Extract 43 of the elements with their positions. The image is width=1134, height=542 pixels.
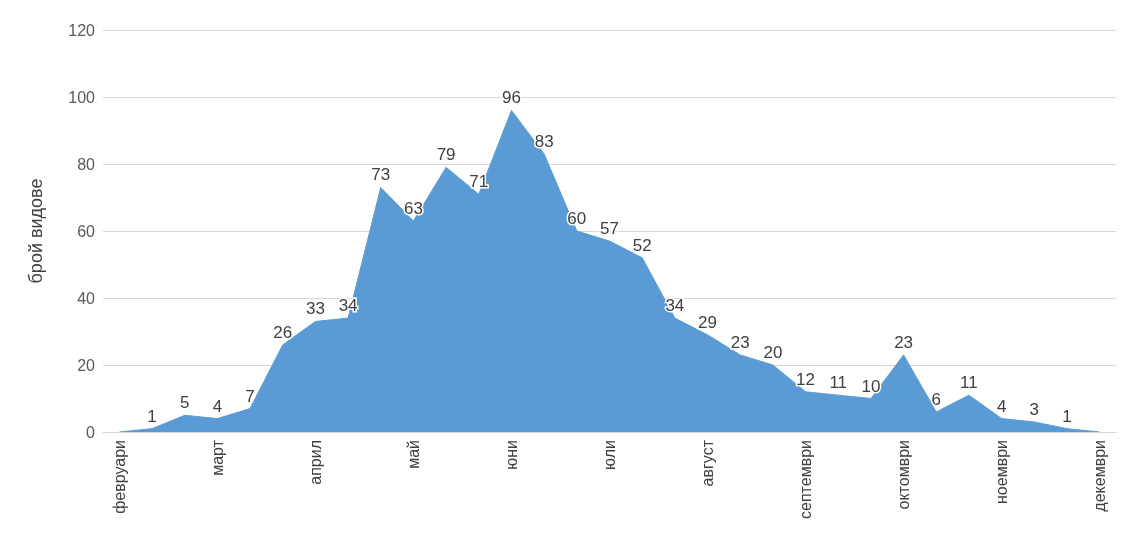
data-label: 29 <box>698 312 717 332</box>
y-axis-title: брой видове <box>26 178 46 284</box>
data-label: 4 <box>996 396 1007 416</box>
data-label: 23 <box>894 332 914 352</box>
x-tick-label: декември <box>1091 440 1109 512</box>
data-label: 33 <box>305 299 325 319</box>
data-label: 26 <box>273 322 293 342</box>
x-tick-label: септември <box>797 440 815 519</box>
data-label: 11 <box>829 373 848 393</box>
x-tick-label: октомври <box>895 440 913 510</box>
y-tick-label: 0 <box>86 423 96 441</box>
data-label: 83 <box>534 131 554 151</box>
x-tick-label: август <box>699 439 717 487</box>
x-tick-label: март <box>208 439 226 476</box>
x-tick-label: февруари <box>110 440 128 514</box>
x-tick-label: юли <box>601 440 618 470</box>
y-tick-label: 100 <box>68 88 96 106</box>
data-label: 10 <box>861 376 881 396</box>
x-tick-label: април <box>306 440 324 485</box>
data-label: 5 <box>179 393 190 413</box>
y-tick-label: 80 <box>77 155 96 173</box>
y-tick-label: 20 <box>77 356 96 374</box>
data-label: 1 <box>147 406 157 426</box>
y-tick-label: 40 <box>77 289 96 307</box>
data-label: 73 <box>371 165 391 185</box>
data-label: 23 <box>730 332 750 352</box>
data-label: 96 <box>502 88 521 108</box>
data-label: 3 <box>1029 399 1040 419</box>
data-label: 20 <box>763 343 783 362</box>
data-label: 7 <box>245 386 255 406</box>
data-label: 57 <box>600 219 619 239</box>
data-label: 1 <box>1062 406 1072 426</box>
data-label: 6 <box>931 389 942 409</box>
y-tick-label: 120 <box>68 21 96 39</box>
x-tick-label: юни <box>502 440 520 470</box>
data-label: 79 <box>436 145 456 165</box>
data-label: 52 <box>632 235 652 255</box>
data-label: 12 <box>796 369 816 389</box>
data-label: 11 <box>960 373 978 393</box>
y-tick-label: 60 <box>77 222 96 240</box>
x-tick-label: май <box>404 440 422 469</box>
x-tick-label: ноември <box>993 440 1011 504</box>
data-label: 4 <box>212 396 223 416</box>
